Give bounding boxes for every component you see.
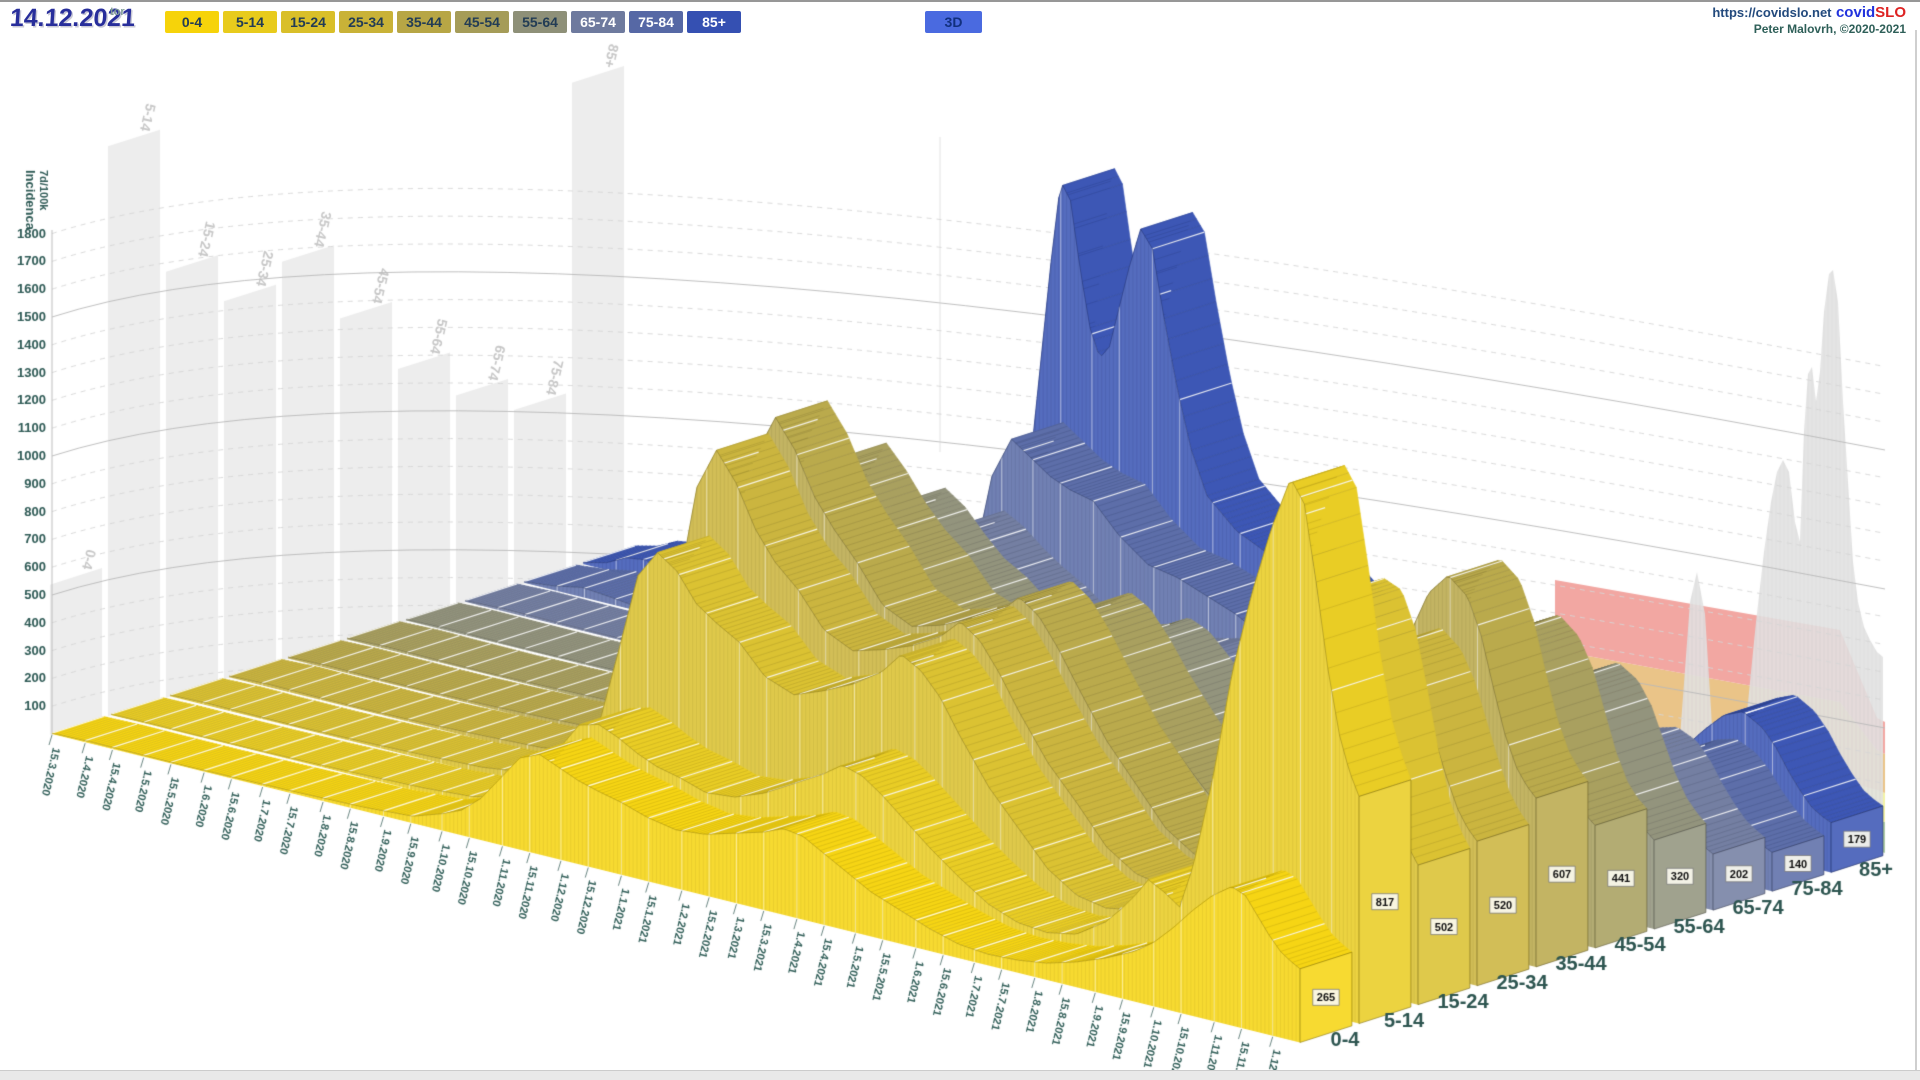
age-button-5-14[interactable]: 5-14 xyxy=(223,11,277,33)
site-url[interactable]: https://covidslo.net xyxy=(1712,5,1832,20)
age-button-65-74[interactable]: 65-74 xyxy=(571,11,625,33)
age-button-75-84[interactable]: 75-84 xyxy=(629,11,683,33)
age-button-85+[interactable]: 85+ xyxy=(687,11,741,33)
site-credits: https://covidslo.net covidSLO Peter Malo… xyxy=(1712,5,1906,37)
age-button-0-4[interactable]: 0-4 xyxy=(165,11,219,33)
age-button-15-24[interactable]: 15-24 xyxy=(281,11,335,33)
age-button-55-64[interactable]: 55-64 xyxy=(513,11,567,33)
page-bottom-strip xyxy=(0,1070,1920,1080)
page-right-border xyxy=(1915,30,1917,1070)
age-button-25-34[interactable]: 25-34 xyxy=(339,11,393,33)
author-copyright: Peter Malovrh, ©2020-2021 xyxy=(1753,22,1906,36)
mode-3d-button[interactable]: 3D xyxy=(925,11,982,33)
covidslo-logo: covidSLO xyxy=(1835,4,1906,21)
age-button-45-54[interactable]: 45-54 xyxy=(455,11,509,33)
age-button-35-44[interactable]: 35-44 xyxy=(397,11,451,33)
age-group-filter-buttons: 0-4 5-14 15-24 25-34 35-44 45-54 55-64 65-74 75-… xyxy=(165,11,741,33)
top-toolbar: 14.12.2021 tor 0-4 5-14 15-24 25-34 35-44 45-… xyxy=(0,2,1920,36)
weekday-label: tor xyxy=(110,6,125,18)
